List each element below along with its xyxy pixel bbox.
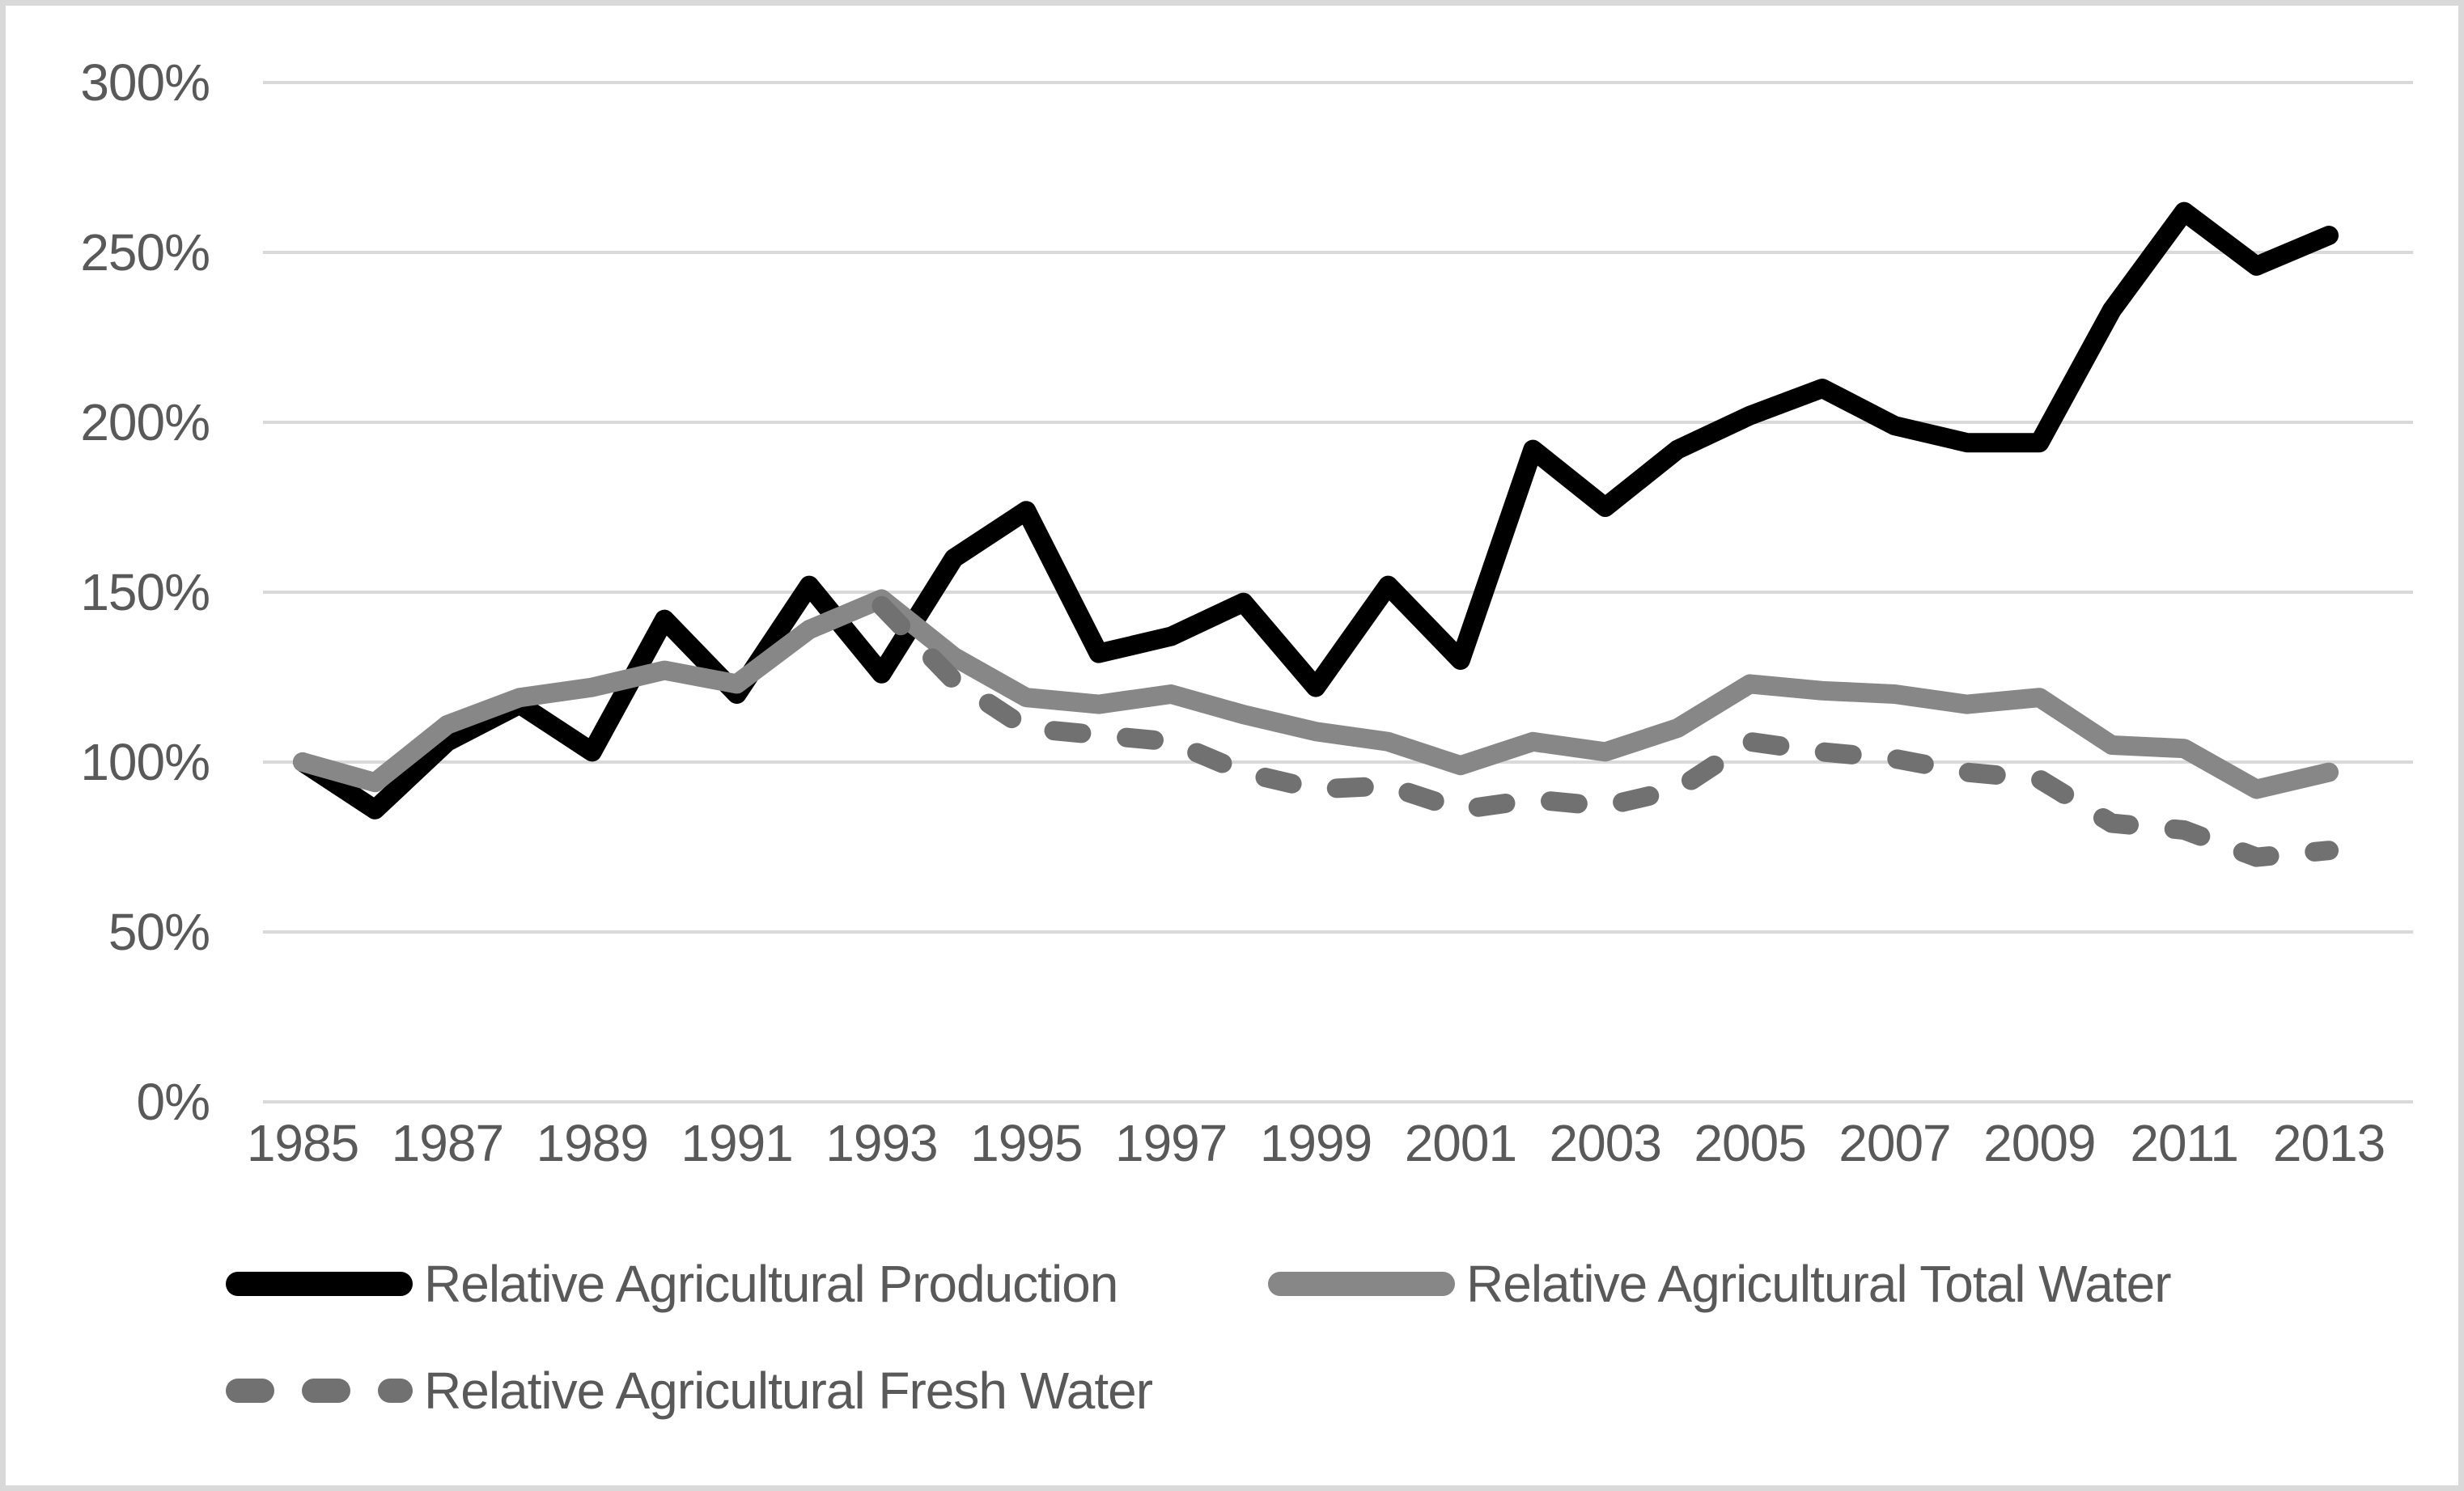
x-axis-tick-label: 2013 bbox=[2272, 1114, 2386, 1172]
x-axis-tick-label: 1989 bbox=[536, 1114, 649, 1172]
legend-swatch-solid-line bbox=[1268, 1272, 1455, 1296]
x-axis-tick-label: 2005 bbox=[1694, 1114, 1806, 1172]
x-axis-tick-label: 2001 bbox=[1404, 1114, 1517, 1172]
x-axis-tick-label: 2009 bbox=[1983, 1114, 2096, 1172]
y-axis-tick-label: 300% bbox=[80, 53, 210, 112]
x-axis-tick-label: 1993 bbox=[825, 1114, 938, 1172]
legend-label: Relative Agricultural Fresh Water bbox=[424, 1362, 1153, 1420]
x-axis-tick-label: 1991 bbox=[681, 1114, 793, 1172]
y-axis-tick-label: 150% bbox=[80, 563, 210, 621]
y-axis-tick-label: 50% bbox=[108, 903, 210, 961]
legend-label: Relative Agricultural Total Water bbox=[1466, 1255, 2171, 1313]
legend-swatch-solid-line bbox=[226, 1272, 413, 1296]
y-axis-tick-label: 100% bbox=[80, 733, 210, 791]
x-axis-tick-label: 1997 bbox=[1114, 1114, 1228, 1172]
legend-label: Relative Agricultural Production bbox=[424, 1255, 1118, 1313]
series-line-fresh-water bbox=[872, 595, 2339, 867]
x-axis-tick-label: 2007 bbox=[1838, 1114, 1951, 1172]
plot-area bbox=[263, 81, 2413, 1103]
y-axis-tick-label: 250% bbox=[80, 223, 210, 282]
legend-swatch-dashed-line bbox=[226, 1379, 413, 1403]
series-line-production bbox=[293, 201, 2339, 820]
series-line-total-water bbox=[293, 589, 2339, 799]
x-axis-tick-label: 1987 bbox=[391, 1114, 504, 1172]
y-axis-tick-label: 200% bbox=[80, 393, 210, 451]
legend-item: Relative Agricultural Total Water bbox=[1268, 1247, 2171, 1320]
legend-item: Relative Agricultural Fresh Water bbox=[226, 1354, 1153, 1427]
x-axis-tick-label: 1995 bbox=[970, 1114, 1083, 1172]
x-axis-tick-label: 1999 bbox=[1259, 1114, 1372, 1172]
gridlines bbox=[263, 81, 2413, 1103]
legend-item: Relative Agricultural Production bbox=[226, 1247, 1118, 1320]
y-axis-tick-label: 0% bbox=[136, 1073, 211, 1131]
x-axis-tick-label: 1985 bbox=[246, 1114, 359, 1172]
series-lines bbox=[293, 201, 2339, 867]
x-axis-tick-label: 2003 bbox=[1549, 1114, 1662, 1172]
x-axis-tick-label: 2011 bbox=[2130, 1114, 2239, 1172]
